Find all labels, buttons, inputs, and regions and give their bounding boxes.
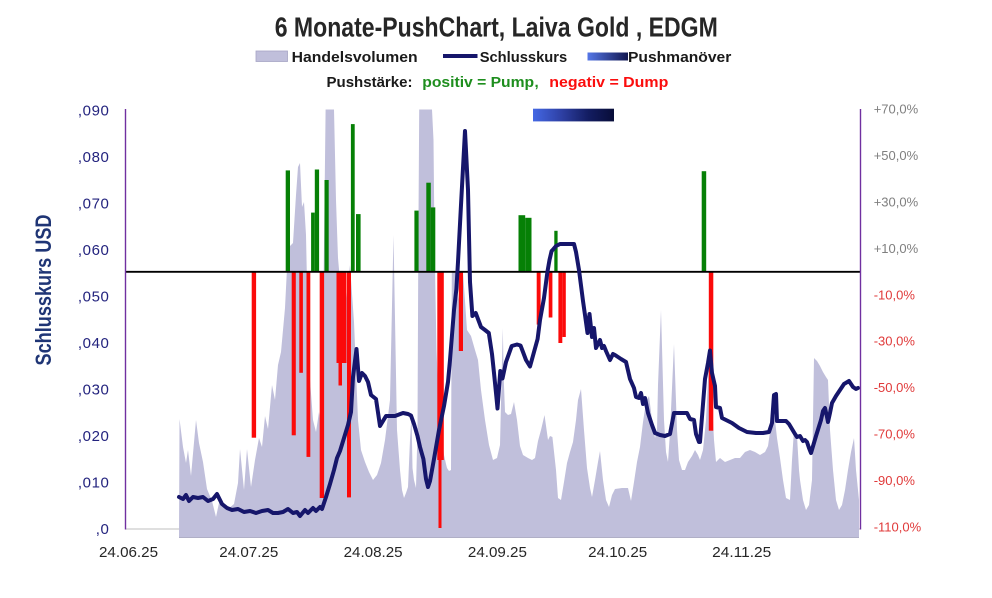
svg-text:Pushmanöver: Pushmanöver [628,49,731,66]
svg-text:,070: ,070 [78,196,110,213]
svg-text:Schlusskurs USD: Schlusskurs USD [31,215,56,366]
svg-text:,010: ,010 [78,475,110,492]
svg-text:-30,0%: -30,0% [874,334,916,349]
svg-text:-50,0%: -50,0% [874,380,916,395]
svg-text:24.09.25: 24.09.25 [468,544,527,561]
svg-text:,: , [535,74,539,91]
svg-text:Handelsvolumen: Handelsvolumen [292,49,418,66]
svg-text:+30,0%: +30,0% [874,194,919,209]
svg-text:,040: ,040 [78,335,110,352]
svg-text:,0: ,0 [96,521,110,538]
svg-text:,090: ,090 [78,103,110,120]
svg-text:6 Monate-PushChart, Laiva Gold: 6 Monate-PushChart, Laiva Gold , EDGM [275,12,718,43]
svg-text:24.10.25: 24.10.25 [588,544,647,561]
svg-text:+70,0%: +70,0% [874,102,919,117]
svg-text:,020: ,020 [78,428,110,445]
svg-text:24.07.25: 24.07.25 [219,544,278,561]
svg-text:,050: ,050 [78,289,110,306]
svg-text:,060: ,060 [78,242,110,259]
svg-text:-70,0%: -70,0% [874,427,916,442]
svg-text:,030: ,030 [78,382,110,399]
svg-text:Schlusskurs: Schlusskurs [480,49,568,66]
svg-text:24.11.25: 24.11.25 [712,544,771,561]
svg-text:-110,0%: -110,0% [874,520,922,535]
svg-text:+50,0%: +50,0% [874,148,919,163]
svg-text:,080: ,080 [78,149,110,166]
svg-text:-10,0%: -10,0% [874,287,916,302]
svg-text:negativ = Dump: negativ = Dump [549,74,668,91]
svg-text:Pushstärke:: Pushstärke: [327,74,413,91]
svg-text:24.06.25: 24.06.25 [99,544,158,561]
svg-text:positiv = Pump: positiv = Pump [422,74,534,91]
svg-text:-90,0%: -90,0% [874,473,916,488]
svg-text:24.08.25: 24.08.25 [344,544,403,561]
svg-text:+10,0%: +10,0% [874,241,919,256]
